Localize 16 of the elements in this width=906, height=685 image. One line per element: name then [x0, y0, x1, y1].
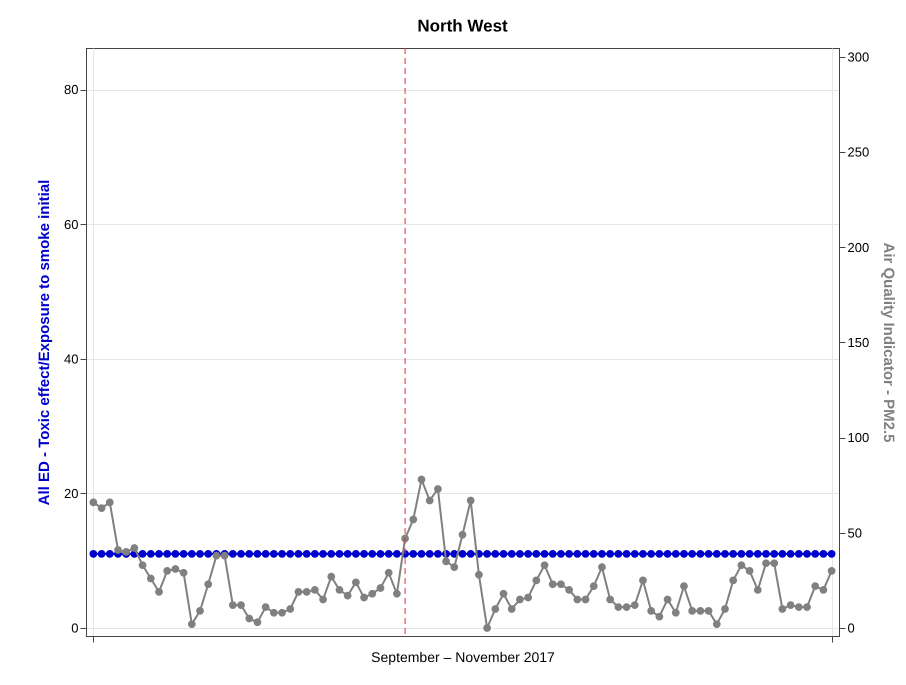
y-tick-label: 80	[64, 82, 78, 98]
y2-tick-label: 300	[848, 49, 870, 64]
y2-tick-label: 200	[848, 240, 870, 255]
y-axis-title: All ED - Toxic effect/Exposure to smoke initial	[36, 180, 54, 506]
x-axis-title: September – November 2017	[371, 649, 556, 665]
y-tick-label: 20	[64, 486, 78, 501]
y2-tick-label: 150	[848, 334, 870, 350]
y2-tick-label: 250	[848, 144, 870, 160]
chart-title: North West	[417, 16, 508, 36]
y2-tick-label: 50	[848, 525, 862, 540]
y2-tick-label: 100	[848, 430, 870, 446]
y2-tick-label: 0	[848, 620, 855, 636]
y-tick-label: 40	[64, 351, 78, 366]
y-tick-label: 60	[64, 216, 78, 232]
y2-axis-title: Air Quality Indicator - PM2.5	[880, 242, 898, 443]
y-tick-label: 0	[71, 620, 78, 636]
